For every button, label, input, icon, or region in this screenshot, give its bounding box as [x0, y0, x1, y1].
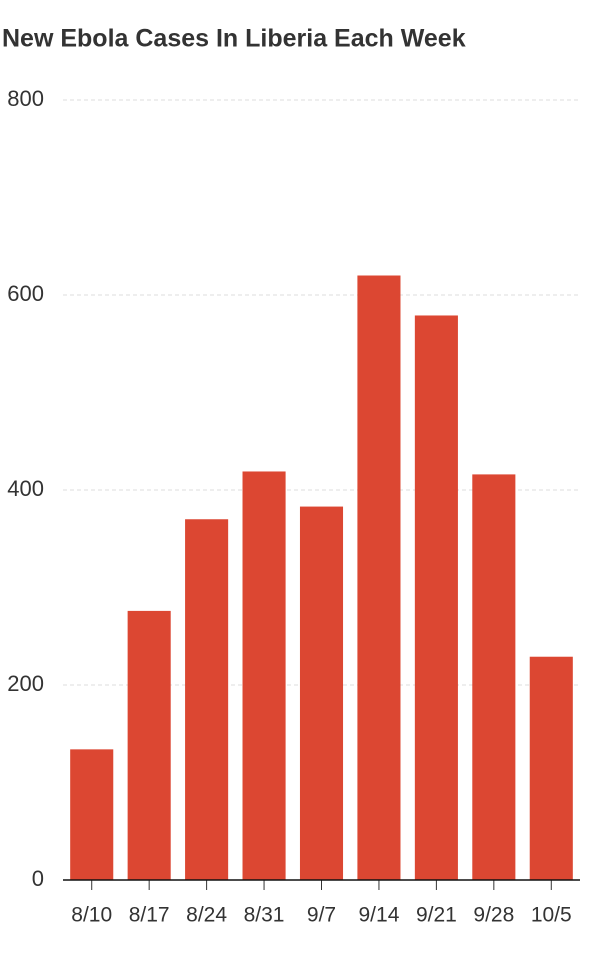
y-tick-label: 0: [32, 866, 44, 891]
bar: [299, 506, 344, 880]
bar: [242, 471, 286, 880]
bar: [185, 519, 229, 880]
x-tick-label: 9/21: [416, 904, 457, 927]
y-tick-label: 800: [7, 86, 44, 111]
x-tick-label: 10/5: [531, 904, 572, 927]
x-tick-label: 9/7: [307, 904, 336, 927]
x-tick-label: 8/24: [186, 904, 227, 927]
bar: [529, 656, 573, 880]
x-tick-label: 8/17: [129, 904, 170, 927]
y-tick-label: 200: [7, 671, 44, 696]
bar: [414, 315, 458, 881]
x-tick-label: 8/10: [71, 904, 112, 927]
bar: [357, 275, 401, 880]
bar: [70, 749, 114, 880]
bar: [472, 474, 516, 880]
chart-title: New Ebola Cases In Liberia Each Week: [2, 25, 466, 53]
y-tick-label: 400: [7, 476, 44, 501]
x-tick-label: 9/28: [473, 904, 514, 927]
x-tick-label: 9/14: [359, 904, 400, 927]
x-tick-label: 8/31: [244, 904, 285, 927]
bar: [127, 610, 171, 880]
y-tick-label: 600: [7, 281, 44, 306]
